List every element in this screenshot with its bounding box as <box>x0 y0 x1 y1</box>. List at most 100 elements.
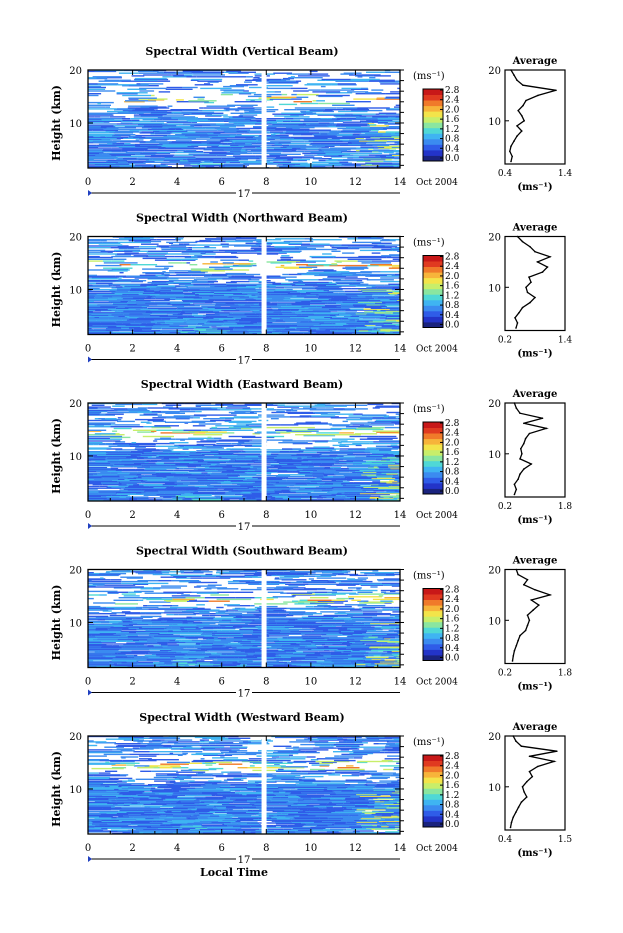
echo-cell <box>320 611 335 612</box>
echo-cell <box>88 256 100 257</box>
echo-cell <box>301 282 329 283</box>
colorbar-unit: (ms⁻¹) <box>413 238 445 249</box>
echo-cell <box>202 263 226 264</box>
echo-cell <box>359 319 386 320</box>
colorbar-swatch <box>423 444 443 450</box>
profile-point <box>521 453 523 455</box>
echo-cell <box>121 122 133 123</box>
echo-cell <box>286 289 292 290</box>
profile-point <box>546 428 548 430</box>
colorbar-swatch <box>423 144 443 150</box>
echo-cell <box>154 425 179 426</box>
echo-cell <box>152 411 162 412</box>
echo-cell <box>188 325 200 326</box>
echo-cell <box>284 109 296 110</box>
echo-cell <box>273 73 292 74</box>
echo-cell <box>191 268 215 269</box>
colorbar-tick-label: 1.6 <box>445 115 460 125</box>
heatmap <box>88 236 400 335</box>
panel-4: Spectral Width (Southward Beam)Height (k… <box>50 545 572 700</box>
colorbar-tick-label: 2.4 <box>445 96 460 106</box>
echo-cell <box>115 276 126 277</box>
echo-cell <box>193 425 206 426</box>
echo-cell <box>88 438 110 439</box>
echo-cell <box>246 76 253 77</box>
echo-cell <box>198 98 205 99</box>
profile-y-tick-label: 10 <box>488 450 501 461</box>
echo-cell <box>140 275 156 276</box>
colorbar-tick-label: 0.0 <box>445 321 460 331</box>
echo-cell <box>116 286 123 287</box>
echo-cell <box>136 607 143 608</box>
colorbar-tick-label: 2.0 <box>445 438 460 448</box>
echo-cell <box>338 83 356 84</box>
profile-point <box>534 251 536 253</box>
echo-cell <box>207 485 240 486</box>
profile-point <box>516 407 518 409</box>
echo-cell <box>321 118 328 119</box>
x-tick-label: 6 <box>219 344 225 355</box>
echo-cell <box>192 247 216 248</box>
profile-y-tick-label: 20 <box>488 233 501 244</box>
echo-cell <box>285 451 290 452</box>
echo-cell <box>323 278 345 279</box>
echo-cell <box>88 269 113 270</box>
echo-cell <box>313 412 340 413</box>
echo-cell <box>395 659 400 660</box>
profile-point <box>522 84 524 86</box>
echo-cell <box>204 118 231 119</box>
echo-cell <box>343 159 364 160</box>
echo-cell <box>234 411 264 412</box>
echo-cell <box>352 424 364 425</box>
date-axis-marker <box>88 523 92 529</box>
echo-cell <box>231 276 234 277</box>
echo-cell <box>105 414 123 415</box>
profile-point <box>514 484 516 486</box>
echo-cell <box>110 408 127 409</box>
echo-cell <box>382 644 400 645</box>
echo-cell <box>189 247 193 248</box>
profile-point <box>529 246 531 248</box>
x-tick-label: 10 <box>304 177 317 188</box>
x-tick-label: 0 <box>85 510 91 521</box>
echo-cell <box>112 612 122 613</box>
echo-cell <box>321 86 326 87</box>
echo-cell <box>128 98 157 99</box>
echo-cell <box>114 428 132 429</box>
echo-cell <box>226 71 241 72</box>
echo-cell <box>312 162 340 163</box>
echo-cell <box>106 607 136 608</box>
echo-cell <box>300 103 318 104</box>
echo-cell <box>267 427 290 428</box>
echo-cell <box>174 256 191 257</box>
echo-cell <box>194 417 200 418</box>
echo-cell <box>388 416 396 417</box>
echo-cell <box>193 434 222 435</box>
echo-cell <box>211 427 217 428</box>
echo-cell <box>330 467 341 468</box>
echo-cell <box>382 239 390 240</box>
echo-cell <box>176 140 192 141</box>
echo-cell <box>167 253 182 254</box>
echo-cell <box>88 616 108 617</box>
echo-cell <box>372 286 399 287</box>
colorbar-tick-label: 0.4 <box>445 477 460 487</box>
echo-cell <box>194 414 206 415</box>
echo-cell <box>88 145 96 146</box>
echo-cell <box>235 276 254 277</box>
echo-cell <box>111 260 124 261</box>
echo-cell <box>345 604 367 605</box>
echo-cell <box>293 90 309 91</box>
x-tick-label: 8 <box>263 177 269 188</box>
echo-cell <box>201 472 207 473</box>
echo-cell <box>204 630 222 631</box>
echo-cell <box>324 646 329 647</box>
echo-cell <box>282 448 293 449</box>
echo-cell <box>294 118 321 119</box>
echo-cell <box>212 407 226 408</box>
echo-cell <box>241 451 246 452</box>
echo-cell <box>147 605 162 606</box>
profile-x-tick-label: 0.2 <box>498 336 512 346</box>
echo-cell <box>196 76 222 77</box>
